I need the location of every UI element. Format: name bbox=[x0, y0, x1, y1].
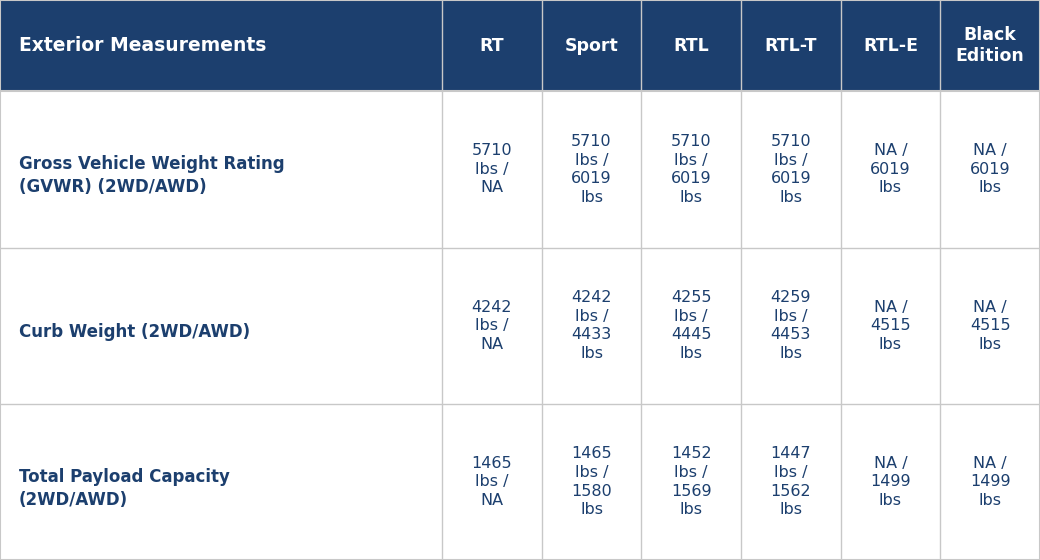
Text: 5710
lbs /
NA: 5710 lbs / NA bbox=[471, 143, 512, 195]
Text: 4242
lbs /
NA: 4242 lbs / NA bbox=[471, 300, 512, 352]
Text: 5710
lbs /
6019
lbs: 5710 lbs / 6019 lbs bbox=[771, 134, 811, 205]
Text: NA /
1499
lbs: NA / 1499 lbs bbox=[970, 456, 1011, 508]
FancyBboxPatch shape bbox=[0, 0, 1040, 91]
Text: 4259
lbs /
4453
lbs: 4259 lbs / 4453 lbs bbox=[771, 290, 811, 361]
Text: RT: RT bbox=[479, 36, 504, 55]
Text: 5710
lbs /
6019
lbs: 5710 lbs / 6019 lbs bbox=[671, 134, 711, 205]
Text: 1447
lbs /
1562
lbs: 1447 lbs / 1562 lbs bbox=[771, 446, 811, 517]
Text: 1452
lbs /
1569
lbs: 1452 lbs / 1569 lbs bbox=[671, 446, 711, 517]
Text: 1465
lbs /
1580
lbs: 1465 lbs / 1580 lbs bbox=[571, 446, 612, 517]
Text: Sport: Sport bbox=[565, 36, 619, 55]
Text: NA /
1499
lbs: NA / 1499 lbs bbox=[870, 456, 911, 508]
Text: RTL-T: RTL-T bbox=[764, 36, 817, 55]
Text: 4255
lbs /
4445
lbs: 4255 lbs / 4445 lbs bbox=[671, 290, 711, 361]
Text: NA /
4515
lbs: NA / 4515 lbs bbox=[970, 300, 1011, 352]
Text: Exterior Measurements: Exterior Measurements bbox=[19, 36, 266, 55]
Text: Black
Edition: Black Edition bbox=[956, 26, 1024, 66]
Text: Gross Vehicle Weight Rating
(GVWR) (2WD/AWD): Gross Vehicle Weight Rating (GVWR) (2WD/… bbox=[19, 155, 284, 196]
Text: NA /
4515
lbs: NA / 4515 lbs bbox=[870, 300, 911, 352]
Text: RTL: RTL bbox=[673, 36, 709, 55]
Text: 5710
lbs /
6019
lbs: 5710 lbs / 6019 lbs bbox=[571, 134, 612, 205]
Text: Curb Weight (2WD/AWD): Curb Weight (2WD/AWD) bbox=[19, 323, 250, 341]
FancyBboxPatch shape bbox=[0, 91, 1040, 248]
Text: NA /
6019
lbs: NA / 6019 lbs bbox=[970, 143, 1011, 195]
Text: 1465
lbs /
NA: 1465 lbs / NA bbox=[471, 456, 512, 508]
FancyBboxPatch shape bbox=[0, 404, 1040, 560]
Text: Total Payload Capacity
(2WD/AWD): Total Payload Capacity (2WD/AWD) bbox=[19, 468, 230, 508]
Text: 4242
lbs /
4433
lbs: 4242 lbs / 4433 lbs bbox=[571, 290, 612, 361]
Text: RTL-E: RTL-E bbox=[863, 36, 918, 55]
FancyBboxPatch shape bbox=[0, 248, 1040, 404]
Text: NA /
6019
lbs: NA / 6019 lbs bbox=[870, 143, 911, 195]
